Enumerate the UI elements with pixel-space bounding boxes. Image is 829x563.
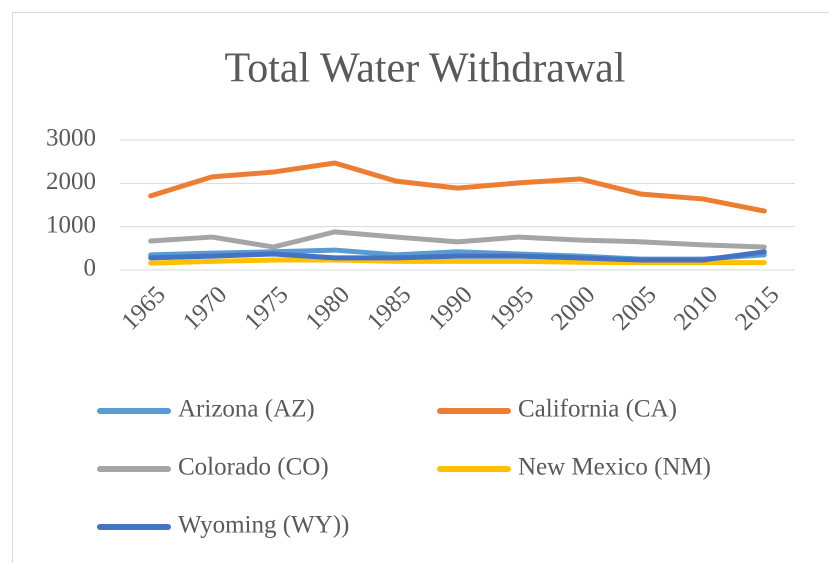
series-line (148, 160, 767, 214)
legend-label: Wyoming (WY)) (178, 512, 349, 539)
series-line (148, 257, 767, 266)
y-tick-label: 1000 (46, 211, 96, 238)
legend-label: California (CA) (518, 396, 677, 423)
y-tick-label: 3000 (46, 125, 96, 152)
legend-label: New Mexico (NM) (518, 454, 711, 481)
legend-label: Colorado (CO) (178, 454, 329, 481)
chart-title: Total Water Withdrawal (225, 46, 626, 92)
series-line (148, 249, 767, 263)
series-line (148, 229, 767, 250)
legend-label: Arizona (AZ) (178, 396, 315, 423)
y-tick-label: 0 (84, 255, 97, 282)
y-tick-label: 2000 (46, 168, 96, 195)
